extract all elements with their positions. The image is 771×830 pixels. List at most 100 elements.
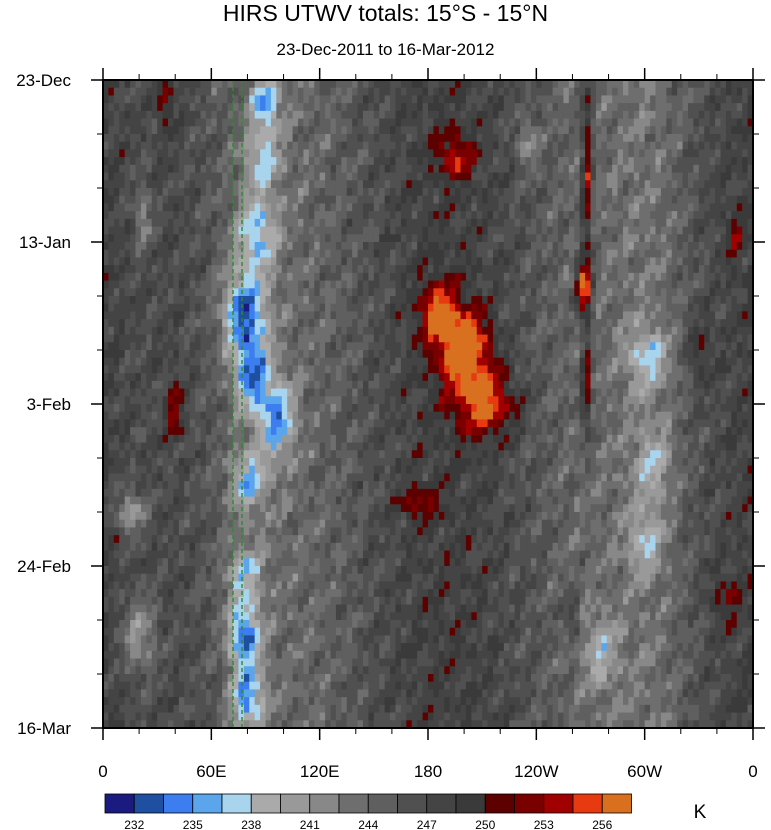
heatmap-cell xyxy=(146,188,153,197)
heatmap-cell xyxy=(601,265,608,274)
heatmap-cell xyxy=(579,380,586,390)
heatmap-cell xyxy=(465,149,472,158)
heatmap-cell xyxy=(558,350,565,359)
heatmap-cell xyxy=(682,141,689,151)
heatmap-cell xyxy=(195,350,202,359)
heatmap-cell xyxy=(493,157,500,166)
heatmap-cell xyxy=(655,272,662,282)
heatmap-cell xyxy=(124,296,131,305)
heatmap-cell xyxy=(498,80,505,89)
heatmap-cell xyxy=(449,141,456,151)
heatmap-cell xyxy=(612,157,619,166)
heatmap-cell xyxy=(725,110,732,120)
heatmap-cell xyxy=(623,172,630,181)
heatmap-cell xyxy=(352,288,359,297)
heatmap-cell xyxy=(536,365,543,374)
heatmap-cell xyxy=(433,380,440,390)
heatmap-cell xyxy=(660,242,667,251)
heatmap-cell xyxy=(677,249,684,259)
heatmap-cell xyxy=(536,157,543,166)
heatmap-cell xyxy=(558,134,565,143)
heatmap-cell xyxy=(292,126,299,135)
heatmap-cell xyxy=(536,218,543,228)
heatmap-cell xyxy=(195,118,202,127)
heatmap-cell xyxy=(476,319,483,328)
heatmap-cell xyxy=(438,257,445,266)
heatmap-cell xyxy=(503,103,510,112)
heatmap-cell xyxy=(595,272,602,282)
heatmap-cell xyxy=(525,141,532,151)
heatmap-cell xyxy=(666,103,673,112)
heatmap-cell xyxy=(233,95,240,104)
heatmap-cell xyxy=(108,157,115,166)
heatmap-cell xyxy=(552,288,559,297)
heatmap-cell xyxy=(514,311,521,320)
heatmap-cell xyxy=(162,288,169,297)
heatmap-cell xyxy=(265,203,272,212)
heatmap-cell xyxy=(319,365,326,374)
heatmap-cell xyxy=(568,157,575,166)
heatmap-cell xyxy=(335,188,342,197)
heatmap-cell xyxy=(184,211,191,220)
heatmap-cell xyxy=(314,218,321,228)
heatmap-cell xyxy=(438,203,445,212)
heatmap-cell xyxy=(493,303,500,313)
heatmap-cell xyxy=(704,218,711,228)
heatmap-cell xyxy=(254,149,261,158)
heatmap-cell xyxy=(335,141,342,151)
heatmap-cell xyxy=(428,350,435,359)
heatmap-cell xyxy=(698,388,705,397)
heatmap-cell xyxy=(140,234,147,243)
heatmap-cell xyxy=(682,95,689,104)
heatmap-cell xyxy=(173,211,180,220)
heatmap-cell xyxy=(715,242,722,251)
heatmap-cell xyxy=(547,211,554,220)
heatmap-cell xyxy=(688,118,695,127)
heatmap-cell xyxy=(595,388,602,397)
heatmap-cell xyxy=(233,134,240,143)
heatmap-cell xyxy=(335,134,342,143)
heatmap-cell xyxy=(108,334,115,343)
heatmap-cell xyxy=(151,350,158,359)
heatmap-cell xyxy=(270,164,277,174)
heatmap-cell xyxy=(493,164,500,174)
heatmap-cell xyxy=(265,188,272,197)
heatmap-cell xyxy=(639,172,646,181)
heatmap-cell xyxy=(628,365,635,374)
heatmap-cell xyxy=(130,288,137,297)
heatmap-cell xyxy=(509,303,516,313)
heatmap-cell xyxy=(579,180,586,189)
heatmap-cell xyxy=(108,380,115,390)
heatmap-cell xyxy=(292,172,299,181)
heatmap-cell xyxy=(184,157,191,166)
heatmap-cell xyxy=(227,172,234,181)
heatmap-cell xyxy=(585,226,592,235)
heatmap-cell xyxy=(530,350,537,359)
heatmap-cell xyxy=(373,126,380,135)
heatmap-cell xyxy=(433,110,440,120)
heatmap-cell xyxy=(260,226,267,235)
heatmap-cell xyxy=(682,80,689,89)
heatmap-cell xyxy=(660,118,667,127)
heatmap-cell xyxy=(433,342,440,351)
heatmap-cell xyxy=(303,134,310,143)
heatmap-cell xyxy=(216,180,223,189)
heatmap-cell xyxy=(178,288,185,297)
heatmap-cell xyxy=(270,141,277,151)
heatmap-cell xyxy=(476,365,483,374)
heatmap-cell xyxy=(677,334,684,343)
heatmap-cell xyxy=(617,134,624,143)
heatmap-cell xyxy=(623,195,630,205)
heatmap-cell xyxy=(303,265,310,274)
heatmap-cell xyxy=(590,103,597,112)
heatmap-cell xyxy=(124,380,131,390)
heatmap-cell xyxy=(660,110,667,120)
heatmap-cell xyxy=(330,87,337,97)
heatmap-cell xyxy=(341,334,348,343)
heatmap-cell xyxy=(157,296,164,305)
heatmap-cell xyxy=(493,388,500,397)
heatmap-cell xyxy=(260,149,267,158)
heatmap-cell xyxy=(330,118,337,127)
heatmap-cell xyxy=(233,303,240,313)
heatmap-cell xyxy=(200,373,207,382)
